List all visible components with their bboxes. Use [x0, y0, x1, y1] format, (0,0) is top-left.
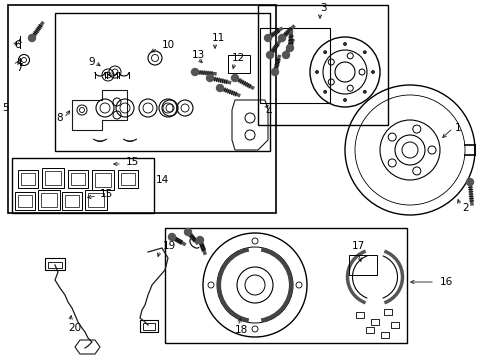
Text: 15: 15 [126, 157, 139, 167]
Text: 16: 16 [439, 277, 452, 287]
Bar [21, 173, 35, 185]
Bar [370, 319, 378, 325]
Circle shape [28, 35, 36, 41]
Circle shape [266, 51, 273, 58]
Bar [45, 258, 65, 270]
Circle shape [231, 75, 238, 81]
Text: 13: 13 [192, 50, 205, 60]
Circle shape [271, 68, 278, 76]
Bar [48, 262, 62, 268]
Bar [118, 170, 138, 188]
Bar [92, 170, 114, 190]
Bar [380, 332, 388, 338]
Circle shape [282, 51, 289, 58]
Text: 18: 18 [235, 325, 248, 335]
Circle shape [323, 51, 326, 54]
Circle shape [184, 229, 191, 235]
Text: 6: 6 [14, 40, 20, 50]
Circle shape [206, 75, 213, 81]
Text: 11: 11 [212, 33, 225, 43]
Circle shape [343, 99, 346, 102]
Bar [12, 158, 154, 213]
Text: 9: 9 [88, 57, 95, 67]
Bar [41, 193, 57, 207]
Text: 8: 8 [56, 113, 62, 123]
Text: 17: 17 [351, 241, 365, 251]
Text: 1: 1 [454, 123, 461, 133]
Bar [260, 28, 329, 103]
Circle shape [196, 237, 203, 243]
Text: 12: 12 [231, 53, 245, 63]
Bar [95, 173, 111, 187]
Text: 7: 7 [16, 63, 22, 73]
Circle shape [363, 51, 366, 54]
Bar [227, 55, 249, 73]
Circle shape [216, 85, 223, 91]
Bar [121, 173, 135, 185]
Bar [142, 323, 155, 330]
Bar [18, 170, 38, 188]
Bar [164, 228, 406, 343]
Bar [15, 192, 35, 210]
Circle shape [168, 234, 175, 240]
Text: 5: 5 [2, 103, 9, 113]
Bar [355, 312, 363, 318]
Circle shape [323, 90, 326, 93]
Bar [45, 171, 61, 185]
Circle shape [278, 35, 285, 41]
Bar [85, 190, 107, 210]
Bar [65, 195, 79, 207]
Bar [8, 5, 275, 213]
Text: 14: 14 [156, 175, 169, 185]
Circle shape [286, 45, 293, 51]
Bar [68, 170, 88, 188]
Circle shape [371, 71, 374, 73]
Text: 2: 2 [461, 203, 468, 213]
Bar [42, 168, 64, 188]
Bar [348, 255, 376, 275]
Bar [365, 327, 373, 333]
Text: 15: 15 [100, 189, 113, 199]
Text: 19: 19 [163, 241, 176, 251]
Bar [258, 5, 387, 125]
Bar [88, 193, 104, 207]
Bar [383, 309, 391, 315]
Circle shape [191, 68, 198, 76]
Circle shape [315, 71, 318, 73]
Text: 10: 10 [162, 40, 175, 50]
Text: 20: 20 [68, 323, 81, 333]
Bar [140, 320, 158, 332]
Circle shape [466, 179, 472, 185]
Bar [55, 13, 269, 151]
Bar [62, 192, 82, 210]
Bar [390, 322, 398, 328]
Bar [38, 190, 60, 210]
Bar [18, 195, 32, 207]
Circle shape [264, 35, 271, 41]
Text: 3: 3 [319, 3, 326, 13]
Circle shape [363, 90, 366, 93]
Circle shape [343, 42, 346, 45]
Text: 4: 4 [264, 107, 271, 117]
Bar [71, 173, 85, 185]
